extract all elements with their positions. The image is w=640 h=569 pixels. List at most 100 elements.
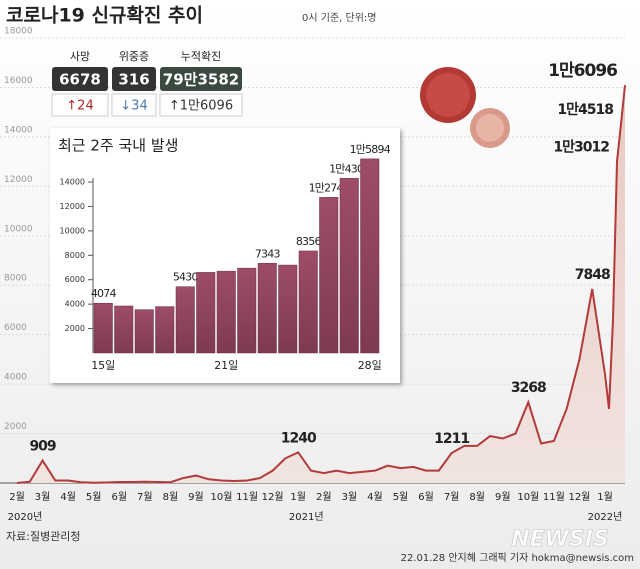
x-tick-label: 1월: [597, 491, 613, 503]
value-label: 1만5894: [350, 143, 391, 156]
x-tick-label: 4월: [367, 491, 383, 503]
value-label: 1만3012: [553, 139, 609, 155]
stat-label: 위중증: [119, 50, 149, 63]
y-tick-label: 10000: [4, 224, 33, 234]
stat-label: 사망: [70, 50, 90, 63]
bar: [339, 178, 359, 354]
inset-title: 최근 2주 국내 발생: [58, 137, 178, 155]
value-label: 1만4518: [557, 102, 613, 118]
y-tick-label: 18000: [4, 27, 33, 37]
y-tick-label: 4000: [4, 373, 27, 383]
area: [17, 85, 625, 484]
y-tick-label: 6000: [65, 275, 85, 284]
bar: [196, 272, 216, 354]
x-tick-label: 21일: [214, 358, 238, 372]
stat-value: 6678: [59, 71, 101, 89]
bar: [237, 267, 257, 354]
x-tick-label: 8월: [469, 491, 485, 503]
subtitle: 0시 기준, 단위:명: [302, 11, 376, 24]
y-tick-label: 12000: [60, 202, 85, 211]
credit: 22.01.28 안지혜 그래픽 기자 hokma@newsis.com: [401, 552, 634, 564]
value-label: 909: [29, 439, 55, 455]
x-tick-label: 9월: [495, 491, 511, 503]
x-tick-label: 9월: [188, 491, 204, 503]
bar: [216, 270, 236, 354]
y-tick-label: 6000: [4, 323, 27, 333]
x-tick-label: 11월: [236, 491, 258, 503]
bar: [175, 286, 195, 354]
value-label: 1240: [281, 430, 317, 446]
line: [16, 84, 626, 484]
stat-label: 누적확진: [181, 50, 221, 63]
x-tick-label: 12월: [568, 491, 590, 503]
stat-change-box: [159, 93, 243, 117]
stat-box: [160, 67, 242, 91]
value-label: 1211: [434, 431, 469, 447]
stat-change-box: [51, 93, 109, 117]
x-tick-label: 4월: [60, 491, 76, 503]
stat-change: ↑1만6096: [169, 99, 233, 114]
y-tick-label: 16000: [4, 76, 33, 86]
value-label: 7343: [255, 247, 281, 260]
y-tick-label: 8000: [65, 251, 85, 260]
value-label: 4074: [91, 287, 117, 300]
stat-change-box: [111, 93, 157, 117]
bar: [319, 197, 339, 354]
title: 코로나19 신규확진 추이: [6, 4, 203, 27]
x-tick-label: 10월: [517, 491, 539, 503]
source: 자료:질병관리청: [6, 530, 81, 543]
value-label: 1만4301: [329, 162, 369, 175]
stat-box: [112, 67, 156, 91]
stat-box: [52, 67, 108, 91]
value-label: 1만6096: [548, 61, 617, 81]
bar: [114, 305, 134, 354]
virus-illustration: [420, 67, 510, 148]
x-tick-label: 12월: [262, 491, 284, 503]
y-tick-label: 4000: [65, 300, 85, 309]
value-label: 7848: [575, 267, 610, 283]
year-label: 2021년: [289, 511, 324, 523]
x-tick-label: 3월: [35, 491, 51, 503]
y-tick-label: 14000: [4, 125, 33, 135]
y-tick-label: 2000: [4, 422, 27, 432]
bar: [298, 250, 318, 354]
x-tick-label: 5월: [393, 491, 409, 503]
stat-value: 79만3582: [163, 71, 239, 89]
x-tick-label: 28일: [358, 358, 382, 372]
year-label: 2022년: [588, 511, 623, 523]
x-tick-label: 3월: [342, 491, 358, 503]
bar: [93, 302, 113, 354]
stats: 사망 6678 ↑24 위중증 316 ↓34 누적확진 79만3582 ↑1만6096: [51, 50, 243, 117]
x-tick-label: 1월: [290, 491, 306, 503]
x-tick-label: 10월: [211, 491, 233, 503]
bar: [155, 306, 175, 354]
bar: [278, 264, 298, 354]
x-tick-label: 11월: [543, 491, 565, 503]
bar: [134, 309, 154, 354]
bar: [360, 158, 380, 354]
stat-change: ↓34: [120, 99, 147, 114]
x-tick-label: 7월: [444, 491, 460, 503]
x-tick-label: 8월: [163, 491, 179, 503]
x-tick-label: 6월: [111, 491, 127, 503]
value-label: 3268: [511, 380, 546, 396]
x-tick-label: 5월: [86, 491, 102, 503]
x-tick-label: 7월: [137, 491, 153, 503]
x-tick-label: 6월: [418, 491, 434, 503]
y-tick-label: 8000: [4, 274, 27, 284]
inset-chart: 최근 2주 국내 발생 2000 4000 6000 8000 10000 12000 140…: [58, 137, 392, 373]
y-tick-label: 12000: [4, 175, 33, 185]
year-label: 2020년: [8, 511, 43, 523]
y-tick-label: 14000: [60, 178, 85, 187]
value-label: 8356: [296, 235, 322, 248]
y-tick-label: 10000: [60, 226, 85, 235]
bar: [257, 263, 277, 354]
y-tick-label: 2000: [65, 324, 85, 333]
x-tick-label: 2월: [316, 491, 332, 503]
x-tick-label: 15일: [91, 358, 115, 372]
watermark: NEWSIS: [511, 527, 609, 552]
value-label: 5430: [173, 271, 199, 284]
x-tick-label: 2월: [9, 491, 25, 503]
stat-value: 316: [118, 71, 149, 89]
